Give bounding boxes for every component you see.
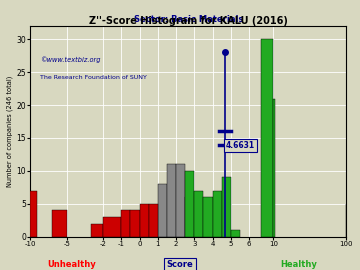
Title: Z''-Score Histogram for KALU (2016): Z''-Score Histogram for KALU (2016)	[89, 16, 288, 26]
Bar	[222, 177, 231, 237]
Bar	[231, 230, 240, 237]
Bar	[103, 217, 121, 237]
Text: The Research Foundation of SUNY: The Research Foundation of SUNY	[40, 75, 147, 80]
Bar	[273, 99, 275, 237]
Bar	[91, 224, 103, 237]
Bar	[30, 191, 37, 237]
Bar	[158, 184, 167, 237]
Bar	[212, 191, 222, 237]
Text: Sector: Basic Materials: Sector: Basic Materials	[134, 15, 243, 24]
Bar	[176, 164, 185, 237]
Bar	[194, 191, 203, 237]
Bar	[203, 197, 212, 237]
Bar	[149, 204, 158, 237]
Bar	[194, 217, 203, 237]
Bar	[130, 210, 140, 237]
Bar	[121, 210, 130, 237]
Text: ©www.textbiz.org: ©www.textbiz.org	[40, 56, 100, 63]
Bar	[140, 204, 149, 237]
Text: Healthy: Healthy	[280, 260, 317, 269]
Text: Unhealthy: Unhealthy	[48, 260, 96, 269]
Text: 4.6631: 4.6631	[226, 141, 255, 150]
Bar	[52, 210, 67, 237]
Bar	[167, 164, 176, 237]
Text: Score: Score	[167, 260, 193, 269]
Bar	[185, 197, 194, 237]
Bar	[261, 39, 273, 237]
Y-axis label: Number of companies (246 total): Number of companies (246 total)	[7, 76, 13, 187]
Bar	[185, 171, 194, 237]
